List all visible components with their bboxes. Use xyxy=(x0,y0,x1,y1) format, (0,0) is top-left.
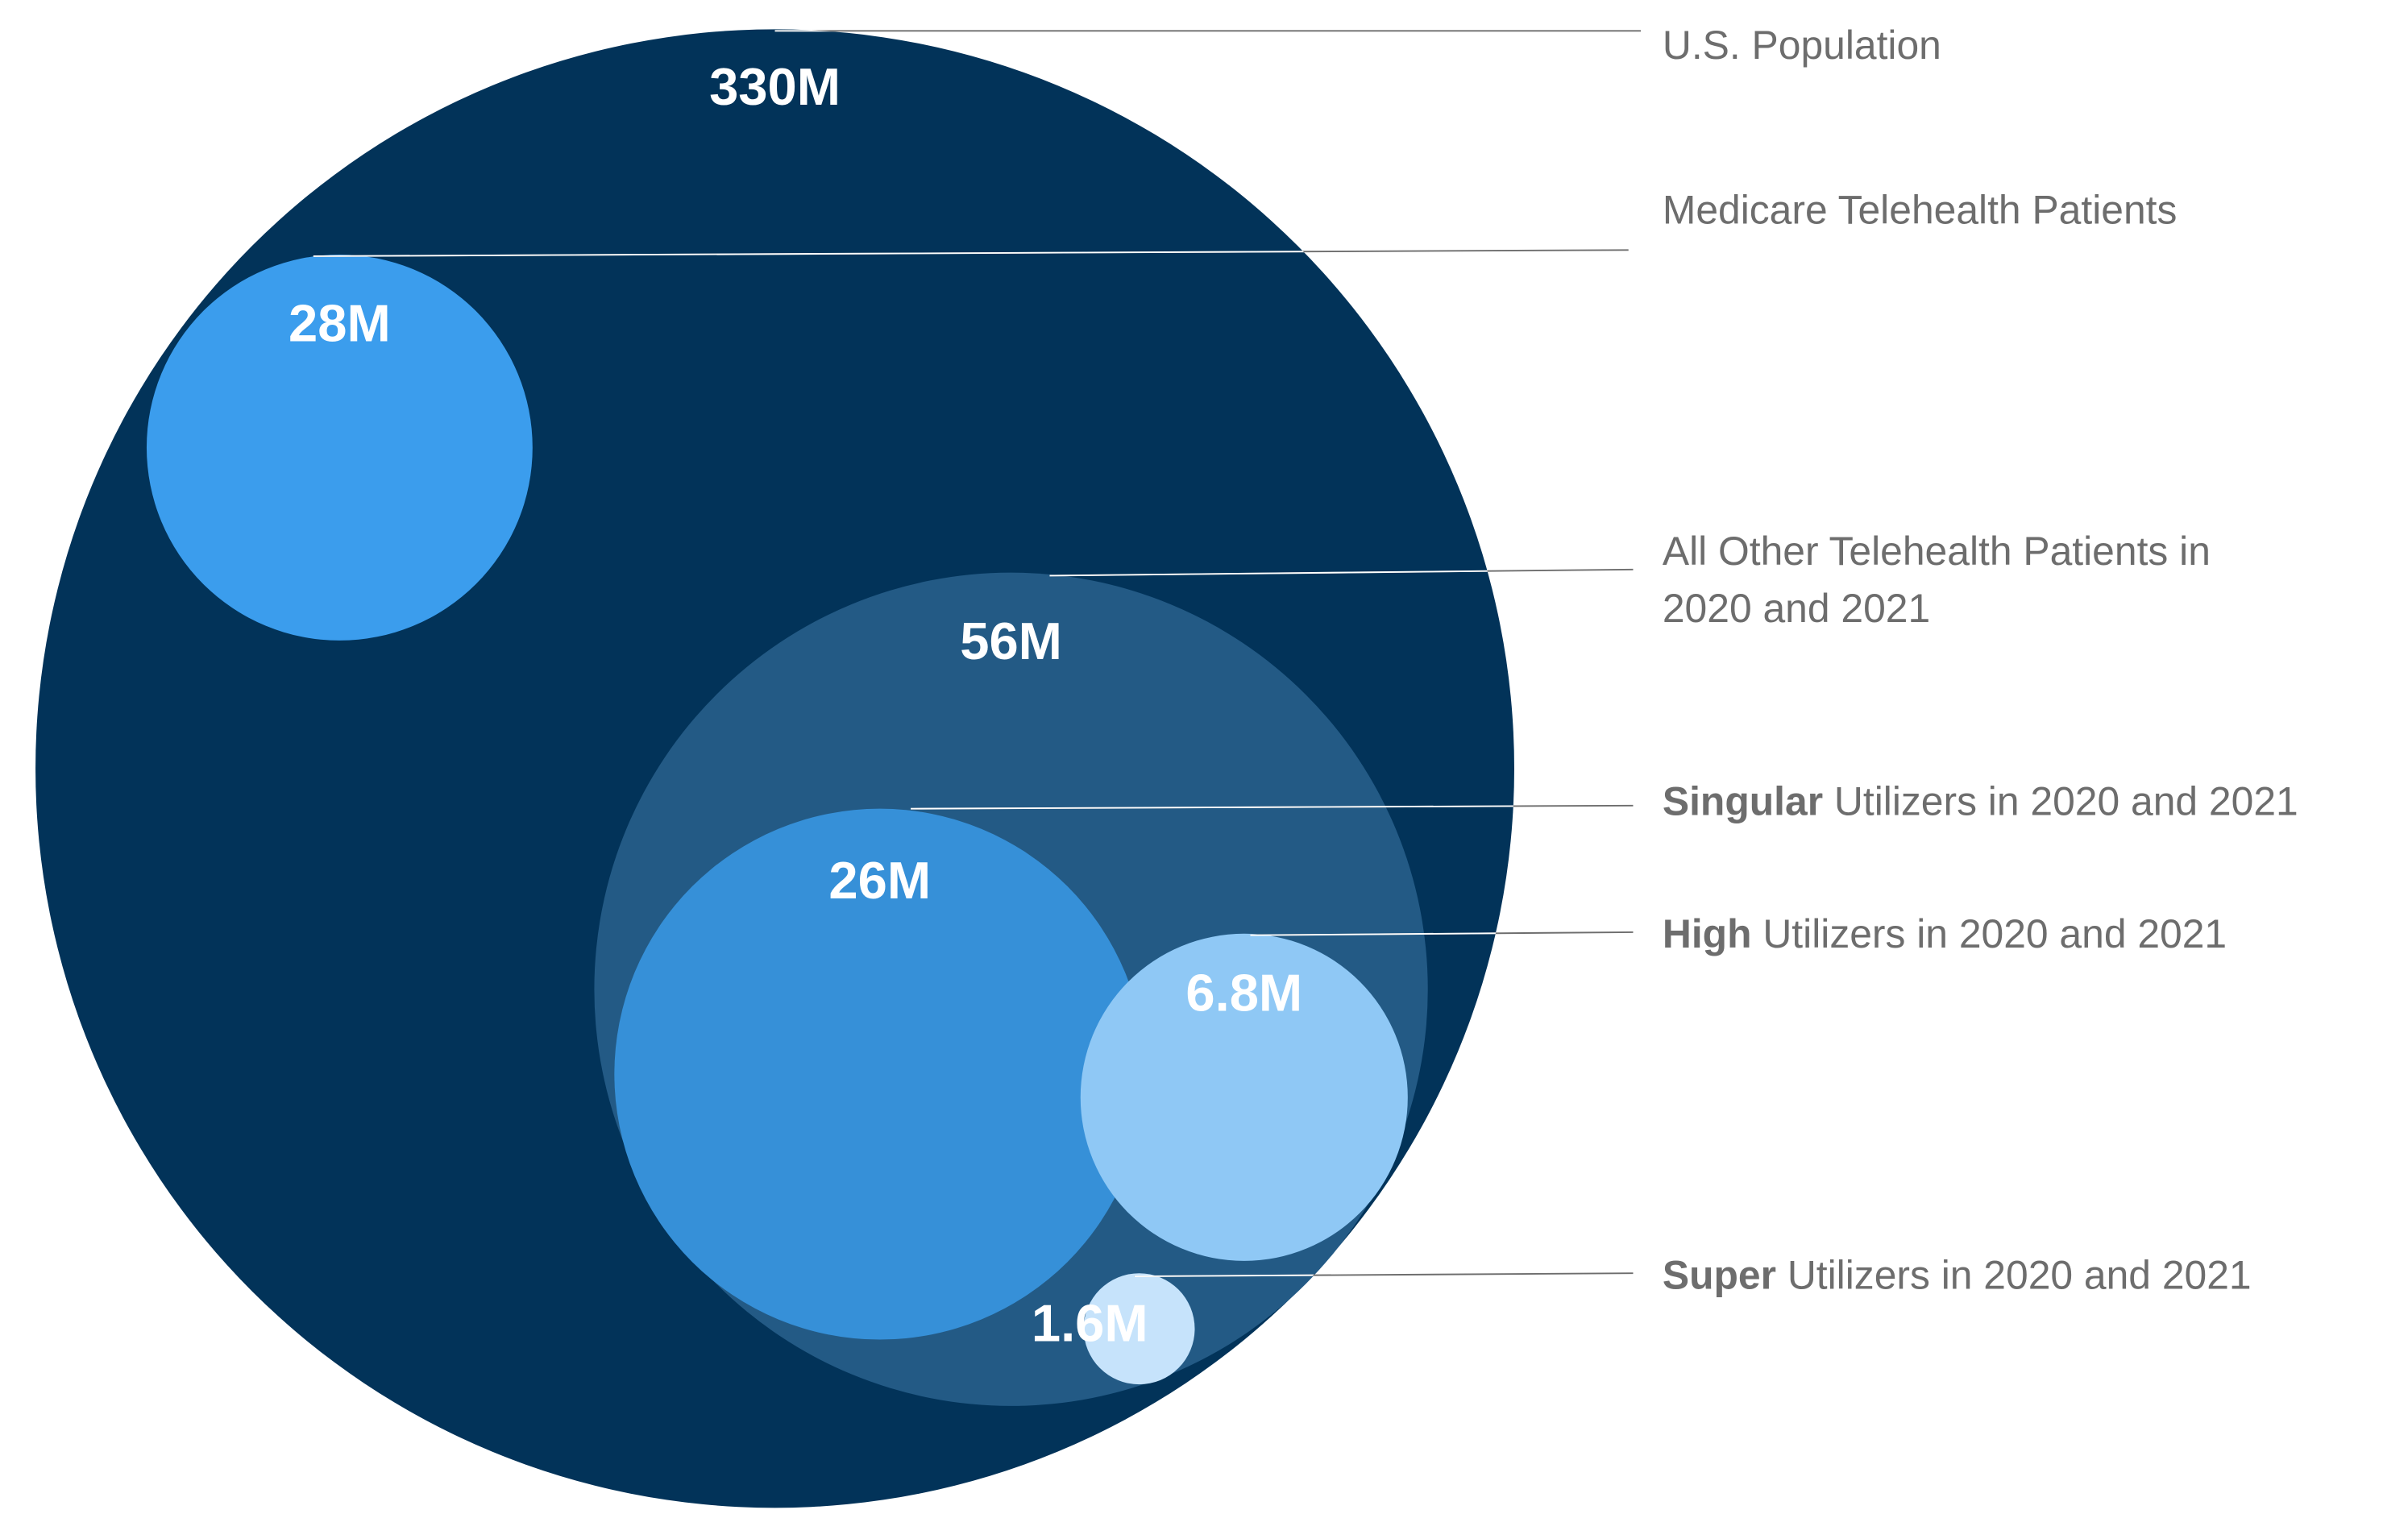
bubble-super xyxy=(1083,1273,1195,1385)
category-label-high: High Utilizers in 2020 and 2021 xyxy=(1663,911,2227,956)
bubble-medicare xyxy=(146,255,533,641)
value-label-us: 330M xyxy=(709,57,841,116)
category-label-other: All Other Telehealth Patients in xyxy=(1663,529,2211,574)
category-label-medicare: Medicare Telehealth Patients xyxy=(1663,188,2178,233)
category-label-text: U.S. Population xyxy=(1663,23,1941,68)
category-label-bold: High xyxy=(1663,911,1752,956)
value-label-other: 56M xyxy=(960,612,1062,670)
bubble-singular xyxy=(614,808,1146,1340)
category-label-bold: Singular xyxy=(1663,778,1823,823)
value-label-medicare: 28M xyxy=(289,293,391,352)
category-label-us: U.S. Population xyxy=(1663,23,1941,68)
category-label-bold: Super xyxy=(1663,1252,1776,1297)
value-label-high: 6.8M xyxy=(1185,964,1302,1022)
bubble-high xyxy=(1080,933,1408,1261)
category-label-text: Utilizers in 2020 and 2021 xyxy=(1752,911,2227,956)
category-label-text: Utilizers in 2020 and 2021 xyxy=(1776,1252,2252,1297)
category-label-singular: Singular Utilizers in 2020 and 2021 xyxy=(1663,778,2298,823)
category-label-super: Super Utilizers in 2020 and 2021 xyxy=(1663,1252,2252,1297)
category-label-text: Utilizers in 2020 and 2021 xyxy=(1823,778,2298,823)
value-label-super: 1.6M xyxy=(1032,1293,1148,1352)
category-label-line2-other: 2020 and 2021 xyxy=(1663,586,1930,631)
category-label-text: Medicare Telehealth Patients xyxy=(1663,188,2178,233)
leader-line-inner-singular xyxy=(911,804,1514,810)
leader-line-inner-high xyxy=(1250,931,1514,936)
value-label-singular: 26M xyxy=(828,851,931,910)
leader-line-inner-other xyxy=(1049,568,1514,577)
category-label-text: All Other Telehealth Patients in xyxy=(1663,529,2211,574)
